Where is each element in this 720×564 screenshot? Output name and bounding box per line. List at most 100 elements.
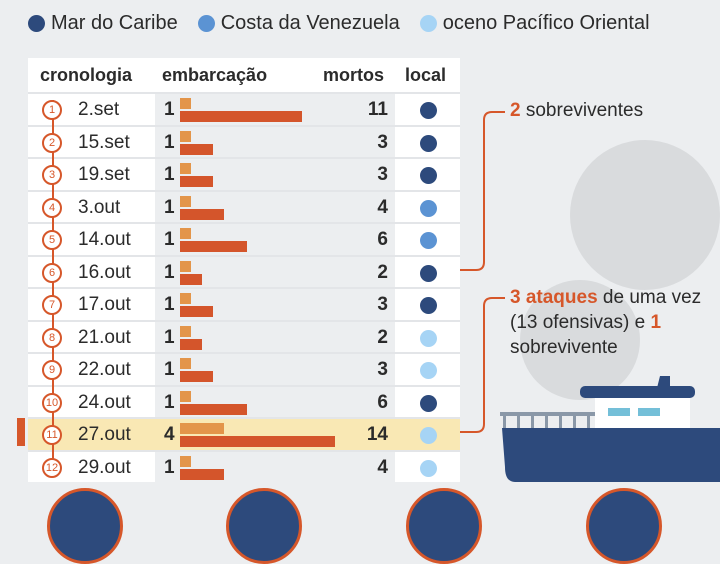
- date: 22.out: [78, 359, 131, 380]
- boat-count: 1: [164, 229, 175, 250]
- sequence-number: 6: [42, 262, 62, 283]
- date: 14.out: [78, 229, 131, 250]
- legend-label: Mar do Caribe: [51, 12, 178, 34]
- legend-venezuela: Costa da Venezuela: [197, 12, 400, 35]
- boat-bar: [180, 195, 191, 207]
- death-count: 3: [377, 131, 388, 153]
- boat-bar: [180, 98, 191, 109]
- radar-icon: [47, 488, 123, 564]
- dot-icon: [28, 15, 45, 32]
- deaths-bar: [180, 111, 303, 122]
- location-dot: [420, 199, 437, 217]
- location-dot: [420, 167, 437, 184]
- death-count: 6: [377, 229, 388, 250]
- death-count: 11: [367, 99, 388, 120]
- death-count: 3: [377, 294, 388, 315]
- deaths-bar: [180, 403, 247, 415]
- smoke-cloud: [570, 140, 720, 290]
- boat-bar: [180, 293, 191, 304]
- deaths-bar: [180, 176, 214, 187]
- boat-count: 1: [164, 359, 175, 380]
- date: 29.out: [78, 456, 131, 478]
- table-header: cronologia embarcação mortos local: [28, 58, 460, 92]
- boat-bar: [180, 260, 191, 272]
- callout-attacks: 3 ataques de uma vez (13 ofensivas) e 1 …: [510, 287, 702, 358]
- sequence-number: 10: [42, 392, 62, 413]
- people-icon: [406, 488, 482, 564]
- date: 17.out: [78, 294, 131, 315]
- boat-count: 1: [164, 326, 175, 348]
- deaths-bar: [180, 208, 225, 220]
- legend-caribbean: Mar do Caribe: [28, 12, 178, 35]
- location-dot: [420, 394, 437, 412]
- boat-count: 1: [164, 99, 175, 120]
- date: 21.out: [78, 326, 131, 348]
- boat-count: 1: [164, 196, 175, 218]
- boat-bar: [180, 325, 191, 337]
- sequence-number: 11: [42, 425, 62, 445]
- deaths-bar: [180, 338, 203, 350]
- deaths-bar: [180, 371, 214, 382]
- sequence-number: 4: [42, 197, 62, 218]
- table-row: 7 17.out 1 3: [28, 287, 460, 320]
- date: 15.set: [78, 131, 130, 153]
- boat-count: 4: [164, 424, 175, 445]
- ship-icon: [226, 488, 302, 564]
- death-count: 14: [366, 424, 388, 445]
- boat-bar: [180, 163, 191, 174]
- sequence-number: 12: [42, 457, 62, 478]
- table-row: 9 22.out 1 3: [28, 352, 460, 385]
- legend: Mar do Caribe Costa da Venezuela oceno P…: [28, 12, 650, 35]
- table-row: 6 16.out 1 2: [28, 254, 460, 287]
- legend-label: Costa da Venezuela: [220, 12, 400, 34]
- table-row: 1 2.set 1 11: [28, 92, 460, 125]
- boat-bar: [180, 390, 191, 402]
- death-count: 6: [377, 391, 388, 413]
- legend-label: oceno Pacífico Oriental: [442, 12, 650, 34]
- header-deaths: mortos: [323, 65, 385, 85]
- sequence-number: 1: [42, 100, 62, 120]
- table-row: 4 3.out 1 4: [28, 189, 460, 222]
- location-dot: [420, 134, 437, 152]
- sequence-number: 7: [42, 295, 62, 315]
- table-row: 12 29.out 1 4: [28, 449, 460, 482]
- timeline-line: [52, 100, 54, 465]
- death-count: 4: [377, 456, 388, 478]
- death-count: 2: [377, 326, 388, 348]
- death-count: 4: [377, 196, 388, 218]
- ship-illustration: [500, 376, 720, 482]
- death-count: 2: [377, 261, 388, 283]
- table-row: 10 24.out 1 6: [28, 384, 460, 417]
- location-dot: [420, 362, 437, 379]
- location-dot: [420, 102, 437, 119]
- death-count: 3: [377, 359, 388, 380]
- smoke-cloud: [520, 280, 640, 400]
- callout-lines: [460, 111, 505, 433]
- boat-count: 1: [164, 261, 175, 283]
- dot-icon: [419, 15, 437, 32]
- deaths-bar: [180, 436, 336, 447]
- boat-count: 1: [164, 391, 175, 413]
- boat-count: 1: [164, 456, 175, 478]
- table-row: 5 14.out 1 6: [28, 222, 460, 255]
- table-row: 11 27.out 4 14: [28, 417, 460, 450]
- table-row: 3 19.set 1 3: [28, 157, 460, 190]
- header-location: local: [405, 65, 447, 85]
- deaths-bar: [180, 241, 247, 252]
- deaths-bar: [180, 273, 203, 285]
- legend-pacific: oceno Pacífico Oriental: [419, 12, 650, 35]
- header-chronology: cronologia: [40, 65, 133, 85]
- deaths-bar: [180, 306, 214, 317]
- location-dot: [420, 459, 437, 477]
- table-row: 8 21.out 1 2: [28, 319, 460, 352]
- date: 19.set: [78, 164, 130, 185]
- date: 2.set: [78, 99, 120, 120]
- sequence-number: 2: [42, 132, 62, 153]
- date: 24.out: [78, 391, 131, 413]
- boat-bar: [180, 358, 191, 369]
- boat-count: 1: [164, 164, 175, 185]
- boat-bar: [180, 423, 224, 434]
- location-dot: [420, 329, 437, 347]
- header-vessel: embarcação: [162, 65, 268, 85]
- sequence-number: 8: [42, 327, 62, 348]
